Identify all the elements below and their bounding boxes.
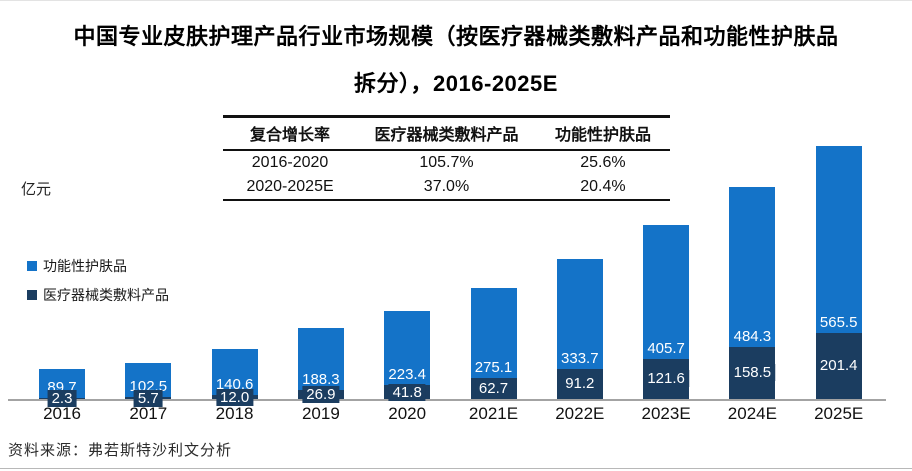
source-note: 资料来源：弗若斯特沙利文分析: [8, 442, 233, 459]
bar-value-label-functional: 188.3: [302, 371, 340, 389]
cagr-row-2020-2025e: 2020-2025E 37.0% 20.4%: [223, 175, 670, 201]
bar-segment-functional: [556, 258, 603, 369]
bar-value-label-functional: 275.1: [474, 359, 513, 377]
chart-title: 中国专业皮肤护理产品行业市场规模（按医疗器械类敷料产品和功能性护肤品 拆分），2…: [0, 13, 912, 107]
bar-group-2018: 140.6 12.0: [211, 348, 258, 406]
x-tick-label-2021E: 2021E: [468, 404, 519, 423]
x-axis-line: [8, 399, 886, 401]
bar-segment-functional: [729, 186, 776, 347]
x-tick-label-2019: 2019: [301, 404, 340, 423]
bar-value-label-functional: 333.7: [561, 349, 599, 367]
bar-group-2017: 102.5 5.7: [125, 363, 172, 407]
cagr-table: 复合增长率 医疗器械类敷料产品 功能性护肤品 2016-2020 105.7% …: [223, 115, 670, 201]
bar-group-2023E: 405.7 121.6: [643, 224, 690, 399]
bar-value-label-medical: 26.9: [302, 386, 340, 404]
bar-group-2019: 188.3 26.9: [297, 327, 344, 404]
bar-value-label-functional: 405.7: [647, 339, 685, 357]
bar-value-label-medical: 91.2: [561, 375, 599, 393]
legend-swatch-functional-icon: [27, 261, 37, 271]
legend-label-medical: 医疗器械类敷料产品: [43, 287, 169, 303]
legend-swatch-medical-icon: [27, 290, 37, 300]
x-tick-label-2024E: 2024E: [727, 404, 777, 423]
cagr-header-growth-rate: 复合增长率: [223, 115, 358, 151]
bar-value-label-medical: 12.0: [215, 388, 254, 406]
bar-value-label-functional: 484.3: [733, 327, 772, 345]
bar-segment-functional: [815, 145, 862, 333]
bar-segment-functional: [470, 287, 517, 379]
bar-value-label-medical: 201.4: [815, 357, 862, 375]
bottom-divider: [0, 468, 912, 469]
cagr-table-header-row: 复合增长率 医疗器械类敷料产品 功能性护肤品: [223, 115, 670, 151]
cagr-header-functional-skincare: 功能性护肤品: [535, 115, 670, 151]
bar-value-label-medical: 62.7: [474, 380, 513, 398]
cagr-cell-functional-value: 25.6%: [580, 154, 626, 171]
legend-item-medical-dressing: 医疗器械类敷料产品: [27, 285, 169, 305]
x-tick-label-2025E: 2025E: [814, 404, 864, 423]
cagr-row-2016-2020: 2016-2020 105.7% 25.6%: [223, 150, 670, 175]
legend-label-functional: 功能性护肤品: [43, 258, 127, 274]
bar-value-label-functional: 565.5: [819, 313, 858, 331]
bar-value-label-medical: 158.5: [729, 364, 776, 382]
bar-group-2024E: 484.3 158.5: [729, 186, 776, 399]
bar-group-2016: 89.7 2.3: [39, 368, 85, 408]
bar-group-2022E: 333.7 91.2: [556, 258, 603, 399]
bar-segment-functional: [384, 311, 431, 386]
cagr-cell-functional-value: 20.4%: [535, 175, 670, 201]
cagr-cell-period: 2016-2020: [251, 154, 329, 171]
bar-value-label-medical: 121.6: [643, 370, 689, 388]
x-tick-label-2017: 2017: [129, 404, 168, 423]
y-axis-unit-label: 亿元: [21, 181, 52, 198]
bar-value-label-medical: 41.8: [388, 383, 426, 401]
chart-title-line2: 拆分），2016-2025E: [354, 71, 558, 96]
bar-segment-functional: [297, 327, 344, 391]
cagr-cell-medical-value: 37.0%: [357, 175, 536, 201]
x-tick-label-2018: 2018: [215, 404, 254, 423]
x-tick-label-2022E: 2022E: [555, 404, 605, 423]
bar-value-label-functional: 223.4: [388, 366, 426, 384]
cagr-header-medical-dressing: 医疗器械类敷料产品: [357, 115, 536, 151]
bar-value-label-medical: 2.3: [47, 390, 77, 408]
bar-segment-functional: [643, 224, 690, 359]
legend-item-functional-skincare: 功能性护肤品: [27, 256, 169, 276]
x-tick-label-2023E: 2023E: [641, 404, 691, 423]
x-tick-label-2020: 2020: [388, 404, 427, 423]
bar-value-label-medical: 5.7: [133, 389, 163, 407]
bar-group-2020: 223.4 41.8: [384, 311, 431, 401]
bar-group-2021E: 275.1 62.7: [470, 287, 517, 399]
bar-segment-functional: [211, 348, 258, 396]
chart-legend: 功能性护肤品 医疗器械类敷料产品: [27, 256, 169, 314]
chart-title-line1: 中国专业皮肤护理产品行业市场规模（按医疗器械类敷料产品和功能性护肤品: [73, 24, 839, 49]
bar-group-2025E: 565.5 201.4: [815, 145, 862, 399]
x-tick-label-2016: 2016: [43, 404, 81, 423]
cagr-cell-period: 2020-2025E: [223, 175, 358, 201]
cagr-cell-medical-value: 105.7%: [419, 154, 474, 171]
